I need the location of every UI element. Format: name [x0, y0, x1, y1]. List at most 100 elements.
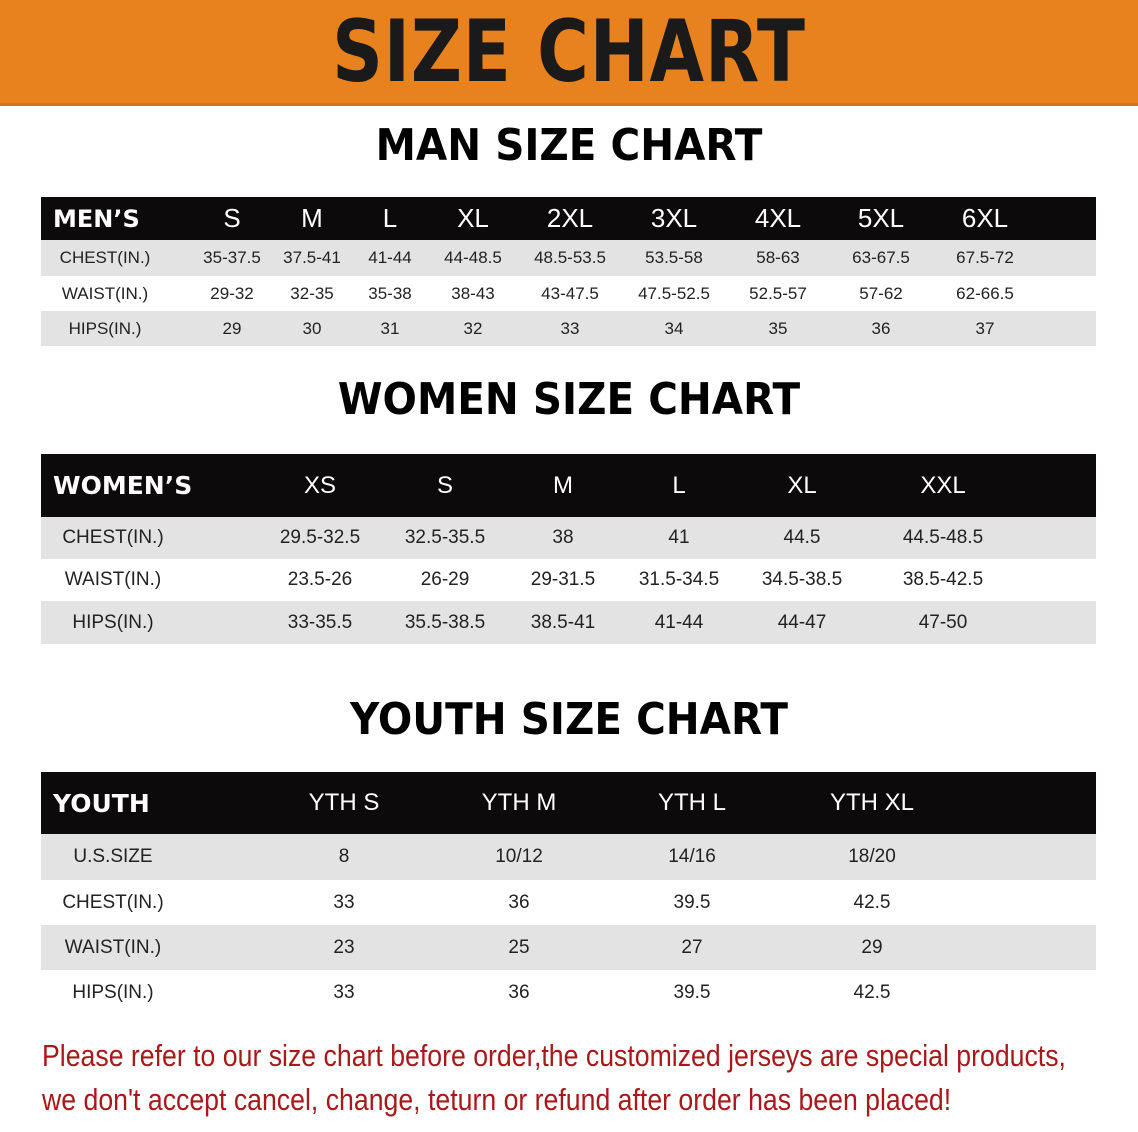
table-cell: 53.5-58 [645, 248, 703, 267]
table-cell: 29 [861, 936, 883, 958]
table-row: HIPS(IN.) 29 30 31 32 33 34 35 36 37 [41, 311, 1096, 346]
men-size-table: MEN’S S M L XL 2XL 3XL 4XL 5XL 6XL CHEST(IN.) 35-37… [41, 197, 1096, 346]
table-cell: 58-63 [756, 248, 800, 267]
table-cell: 67.5-72 [956, 248, 1014, 267]
table-cell: 38.5-42.5 [902, 569, 984, 590]
size-column-header: YTH XL [829, 789, 915, 816]
youth-table-label: YOUTH [53, 788, 150, 818]
table-row: CHEST(IN.) 35-37.5 37.5-41 41-44 44-48.5 48.5… [41, 240, 1096, 276]
size-chart-banner: SIZE CHART [0, 0, 1138, 106]
table-cell: 52.5-57 [749, 283, 807, 303]
table-cell: 38 [552, 527, 574, 548]
table-cell: 35.5-38.5 [404, 611, 486, 633]
table-cell: 10/12 [495, 846, 543, 867]
table-cell: 34 [664, 318, 684, 338]
table-cell: 36 [508, 891, 530, 913]
table-cell: 39.5 [673, 891, 711, 913]
men-table-label: MEN’S [53, 204, 140, 233]
women-section-title: WOMEN SIZE CHART [337, 374, 801, 425]
table-cell: 8 [338, 846, 350, 867]
table-cell: 38.5-41 [530, 611, 596, 633]
table-cell: 44-48.5 [444, 248, 502, 267]
table-cell: 57-62 [859, 283, 903, 303]
footer-notice-line-2: we don't accept cancel, change, teturn o… [42, 1082, 952, 1117]
men-header-row: MEN’S S M L XL 2XL 3XL 4XL 5XL 6XL [41, 197, 1096, 240]
size-column-header: S [436, 471, 454, 499]
table-cell: 47-50 [918, 611, 968, 633]
size-column-header: 3XL [650, 203, 698, 233]
table-cell: 25 [508, 936, 530, 958]
size-column-header: 5XL [857, 203, 905, 233]
table-cell: 32 [463, 318, 483, 338]
table-cell: 39.5 [673, 982, 711, 1003]
table-cell: 33 [333, 891, 355, 913]
measurement-label: U.S.SIZE [73, 846, 153, 867]
size-column-header: L [672, 471, 686, 499]
table-cell: 36 [871, 318, 891, 338]
size-column-header: L [382, 203, 398, 233]
women-header-row: WOMEN’S XS S M L XL XXL [41, 454, 1096, 517]
table-cell: 14/16 [668, 846, 716, 867]
size-column-header: XXL [920, 471, 966, 499]
size-column-header: YTH S [308, 789, 380, 816]
size-column-header: 4XL [754, 203, 802, 233]
table-cell: 35 [768, 318, 788, 338]
size-column-header: XS [303, 471, 337, 499]
men-section-title: MAN SIZE CHART [375, 120, 763, 171]
size-column-header: YTH L [657, 789, 727, 816]
table-cell: 42.5 [853, 982, 891, 1003]
table-row: CHEST(IN.) 29.5-32.5 32.5-35.5 38 41 44.5 44.5… [41, 517, 1096, 559]
table-cell: 29 [222, 318, 242, 338]
banner-title: SIZE CHART [332, 2, 806, 102]
table-cell: 47.5-52.5 [638, 283, 710, 303]
measurement-label: HIPS(IN.) [72, 611, 154, 633]
table-cell: 63-67.5 [852, 248, 910, 267]
table-cell: 62-66.5 [956, 283, 1014, 303]
women-size-table: WOMEN’S XS S M L XL XXL CHEST(IN.) 29.5-32.5 32.5… [41, 454, 1096, 644]
table-cell: 43-47.5 [541, 283, 599, 303]
table-cell: 33-35.5 [287, 611, 353, 633]
table-cell: 18/20 [848, 846, 896, 867]
table-row: WAIST(IN.) 23 25 27 29 [41, 925, 1096, 970]
size-column-header: 6XL [961, 203, 1009, 233]
youth-section-title: YOUTH SIZE CHART [350, 694, 788, 745]
table-cell: 34.5-38.5 [761, 569, 843, 590]
table-cell: 41 [668, 527, 690, 548]
size-column-header: YTH M [481, 789, 557, 816]
table-cell: 37.5-41 [283, 248, 341, 267]
table-cell: 33 [333, 982, 355, 1003]
table-cell: 37 [975, 318, 995, 338]
table-cell: 44.5-48.5 [902, 527, 984, 548]
table-cell: 29.5-32.5 [279, 527, 361, 548]
table-cell: 23 [333, 936, 355, 958]
table-row: WAIST(IN.) 29-32 32-35 35-38 38-43 43-47.5 47.… [41, 276, 1096, 311]
table-cell: 38-43 [451, 283, 495, 303]
footer-notice-line-1: Please refer to our size chart before or… [42, 1038, 1066, 1073]
table-cell: 48.5-53.5 [534, 248, 606, 267]
measurement-label: WAIST(IN.) [64, 569, 162, 590]
table-cell: 35-37.5 [203, 248, 261, 267]
size-column-header: XL [457, 203, 489, 233]
size-column-header: XL [787, 471, 817, 499]
table-row: CHEST(IN.) 33 36 39.5 42.5 [41, 880, 1096, 925]
table-cell: 44.5 [783, 527, 821, 548]
table-cell: 26-29 [420, 569, 470, 590]
table-cell: 33 [560, 318, 580, 338]
table-row: HIPS(IN.) 33-35.5 35.5-38.5 38.5-41 41-44 44-… [41, 601, 1096, 644]
youth-size-table: YOUTH YTH S YTH M YTH L YTH XL U.S.SIZE 8 10/12… [41, 772, 1096, 1016]
table-cell: 30 [302, 318, 322, 338]
table-cell: 31 [380, 318, 400, 338]
size-column-header: S [223, 203, 241, 233]
table-cell: 44-47 [777, 611, 827, 633]
measurement-label: WAIST(IN.) [61, 283, 149, 303]
table-row: HIPS(IN.) 33 36 39.5 42.5 [41, 970, 1096, 1016]
table-row: U.S.SIZE 8 10/12 14/16 18/20 [41, 834, 1096, 880]
size-column-header: M [301, 203, 323, 233]
youth-header-row: YOUTH YTH S YTH M YTH L YTH XL [41, 772, 1096, 834]
size-column-header: 2XL [546, 203, 594, 233]
women-table-label: WOMEN’S [53, 471, 193, 500]
table-cell: 32.5-35.5 [404, 527, 486, 548]
measurement-label: WAIST(IN.) [64, 936, 162, 958]
table-cell: 23.5-26 [287, 569, 353, 590]
table-cell: 41-44 [654, 611, 704, 633]
